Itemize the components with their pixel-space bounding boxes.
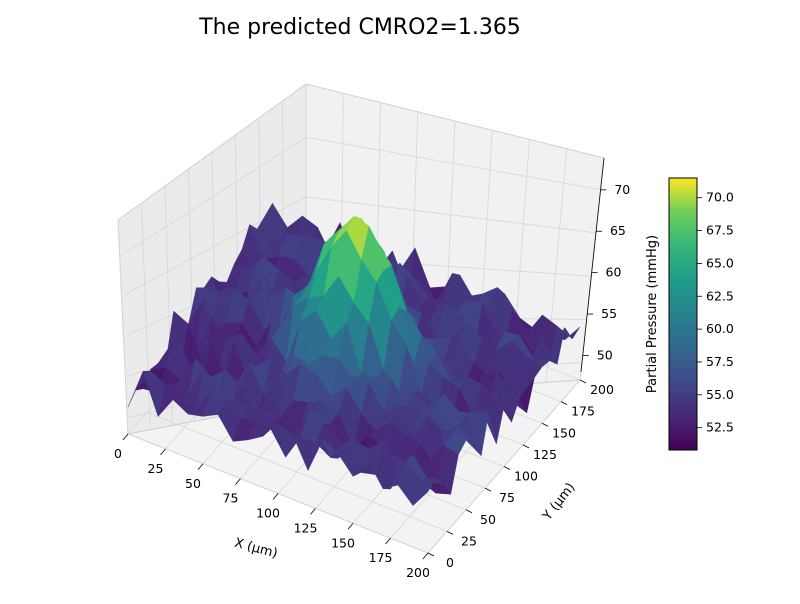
wall-gridline — [141, 202, 151, 430]
y-tick-label: 0 — [446, 555, 454, 570]
x-tick-mark — [385, 537, 391, 545]
y-tick-label: 100 — [514, 469, 538, 484]
y-tick-mark — [484, 487, 492, 492]
colorbar-tick-label: 57.5 — [706, 354, 734, 369]
x-tick-label: 125 — [294, 520, 318, 535]
x-tick-label: 150 — [331, 535, 355, 550]
colorbar — [668, 177, 698, 451]
z-axis-line — [580, 157, 605, 373]
x-tick-mark — [347, 522, 354, 530]
x-tick-label: 0 — [114, 446, 122, 461]
x-tick-mark — [235, 478, 241, 485]
x-axis-ticks: 0 25 50 75 100 125 150 175 200 — [114, 433, 430, 580]
colorbar-tick-label: 60.0 — [706, 321, 734, 336]
colorbar-tick-label: 52.5 — [706, 420, 734, 435]
x-tick-label: 25 — [148, 461, 164, 476]
z-tick-label: 55 — [601, 306, 617, 321]
z-axis-ticks: 50 55 60 65 70 — [580, 157, 630, 373]
z-tick-label: 70 — [614, 182, 630, 197]
y-tick-label: 200 — [590, 382, 614, 397]
z-tick-label: 50 — [597, 347, 613, 362]
wall-gridline — [125, 136, 602, 254]
x-tick-label: 200 — [406, 565, 430, 580]
x-tick-label: 75 — [223, 491, 239, 506]
x-tick-mark — [310, 508, 316, 515]
wall-gridline — [125, 196, 597, 295]
wall-gridline — [117, 219, 129, 435]
x-tick-mark — [197, 463, 204, 471]
x-tick-label: 175 — [369, 550, 393, 565]
chart-title: The predicted CMRO2=1.365 — [198, 15, 521, 40]
x-tick-label: 100 — [256, 506, 280, 521]
x-tick-mark — [122, 433, 129, 441]
y-tick-mark — [541, 422, 549, 427]
y-tick-label: 150 — [552, 425, 576, 440]
y-tick-mark — [579, 379, 587, 384]
z-tick-label: 60 — [606, 265, 622, 280]
y-tick-mark — [560, 401, 568, 405]
y-axis-label: Y (μm) — [539, 480, 578, 524]
colorbar-ticks: 52.5 55.0 57.5 60.0 62.5 65.0 67.5 70.0 — [697, 190, 734, 435]
colorbar-tick-label: 65.0 — [706, 255, 734, 270]
y-tick-label: 175 — [571, 404, 595, 419]
y-tick-mark — [522, 444, 530, 449]
colorbar-tick-label: 67.5 — [706, 223, 734, 238]
x-axis-label: X (μm) — [233, 536, 280, 562]
y-tick-mark — [446, 531, 454, 535]
z-tick-label: 65 — [610, 223, 626, 238]
y-tick-mark — [503, 466, 511, 470]
y-tick-mark — [427, 552, 435, 557]
x-tick-mark — [422, 552, 429, 560]
colorbar-tick-label: 62.5 — [706, 288, 734, 303]
y-tick-label: 25 — [461, 533, 477, 548]
y-tick-label: 125 — [533, 447, 557, 462]
colorbar-tick-label: 70.0 — [706, 190, 734, 205]
y-tick-mark — [465, 509, 473, 514]
y-tick-label: 50 — [480, 512, 496, 527]
y-tick-label: 75 — [499, 490, 515, 505]
colorbar-tick-label: 55.0 — [706, 387, 734, 402]
colorbar-label: Partial Pressure (mmHg) — [645, 235, 660, 393]
x-tick-mark — [160, 448, 166, 456]
x-tick-label: 50 — [185, 476, 201, 491]
surface-mesh — [127, 202, 581, 507]
surface-patch — [412, 478, 436, 507]
x-tick-mark — [272, 493, 279, 500]
